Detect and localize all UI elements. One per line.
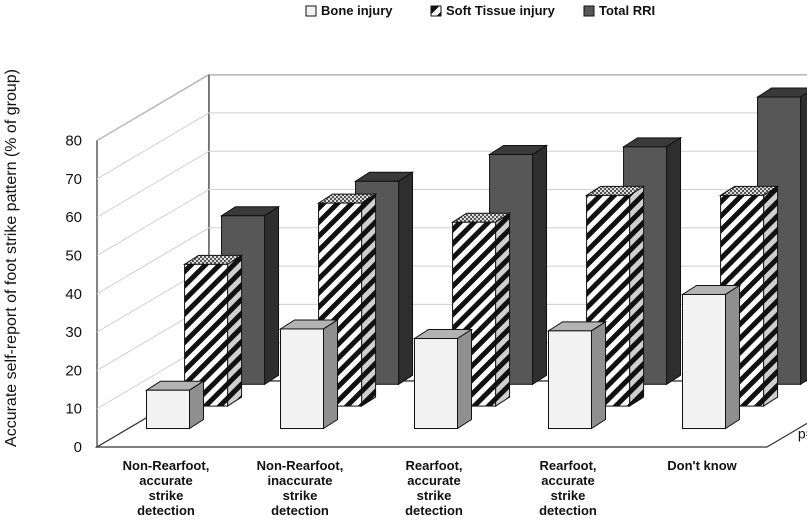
gridline xyxy=(96,74,807,142)
y-tick-label: 70 xyxy=(65,171,82,188)
bar-bone-injury xyxy=(144,380,206,430)
legend-label: Total RRI xyxy=(599,3,655,18)
bar-front xyxy=(548,330,592,430)
bar-side xyxy=(495,212,511,407)
depth-axis-labels: p=0.086p=0.016p<0.001 xyxy=(798,426,807,442)
bar-side xyxy=(398,171,414,386)
bar-side xyxy=(361,193,377,407)
y-axis-label: Accurate self-report of foot strike patt… xyxy=(3,69,20,447)
bar-soft-tissue-injury xyxy=(450,212,512,407)
bar-side xyxy=(763,185,779,407)
bar-front xyxy=(414,338,458,430)
y-tick-label: 50 xyxy=(65,248,82,265)
y-tick-label: 20 xyxy=(65,362,82,379)
bar-side xyxy=(532,144,548,386)
legend-swatch xyxy=(305,5,317,17)
x-tick-label: Non-Rearfoot, inaccurate strike detection xyxy=(257,458,344,518)
bar-side xyxy=(591,320,606,430)
bar-front xyxy=(280,328,324,430)
y-tick-label: 60 xyxy=(65,209,82,226)
y-tick-label: 0 xyxy=(74,439,82,456)
bar-side xyxy=(800,92,807,386)
bar-side xyxy=(323,319,338,430)
bar-side xyxy=(725,284,740,430)
bar-bone-injury xyxy=(412,328,474,430)
y-tick-label: 30 xyxy=(65,324,82,341)
bar-side xyxy=(227,254,243,407)
legend-swatch xyxy=(583,5,595,17)
bar-side xyxy=(189,380,204,430)
bar-front xyxy=(682,293,726,430)
bar-soft-tissue-injury xyxy=(584,185,646,407)
bar-side xyxy=(264,205,280,386)
gridline xyxy=(96,112,807,180)
bar-front xyxy=(146,389,190,430)
y-tick-label: 10 xyxy=(65,401,82,418)
bar-front xyxy=(452,221,497,407)
legend-label: Soft Tissue injury xyxy=(446,3,556,18)
x-tick-label: Rearfoot, accurate strike detection xyxy=(405,458,463,518)
bar-bone-injury xyxy=(278,319,340,430)
bar-side xyxy=(629,185,645,407)
x-axis-categories: Non-Rearfoot, accurate strike detection Non-… xyxy=(123,458,738,518)
x-tick-label: Rearfoot, accurate strike detection xyxy=(539,458,597,518)
bar-side xyxy=(666,136,682,386)
x-tick-label: Don't know xyxy=(667,458,737,473)
bar-side xyxy=(457,328,472,430)
bar-bone-injury xyxy=(546,320,608,430)
legend: Bone injury Soft Tissue injury Total RRI xyxy=(305,3,655,18)
x-tick-label: Non-Rearfoot, accurate strike detection xyxy=(123,458,210,518)
bars xyxy=(144,87,807,430)
legend-swatch xyxy=(430,5,442,17)
y-tick-label: 40 xyxy=(65,286,82,303)
y-tick-label: 80 xyxy=(65,133,82,150)
legend-label: Bone injury xyxy=(321,3,393,18)
bar-bone-injury xyxy=(680,284,742,430)
depth-label: p=0.086 xyxy=(798,426,807,442)
